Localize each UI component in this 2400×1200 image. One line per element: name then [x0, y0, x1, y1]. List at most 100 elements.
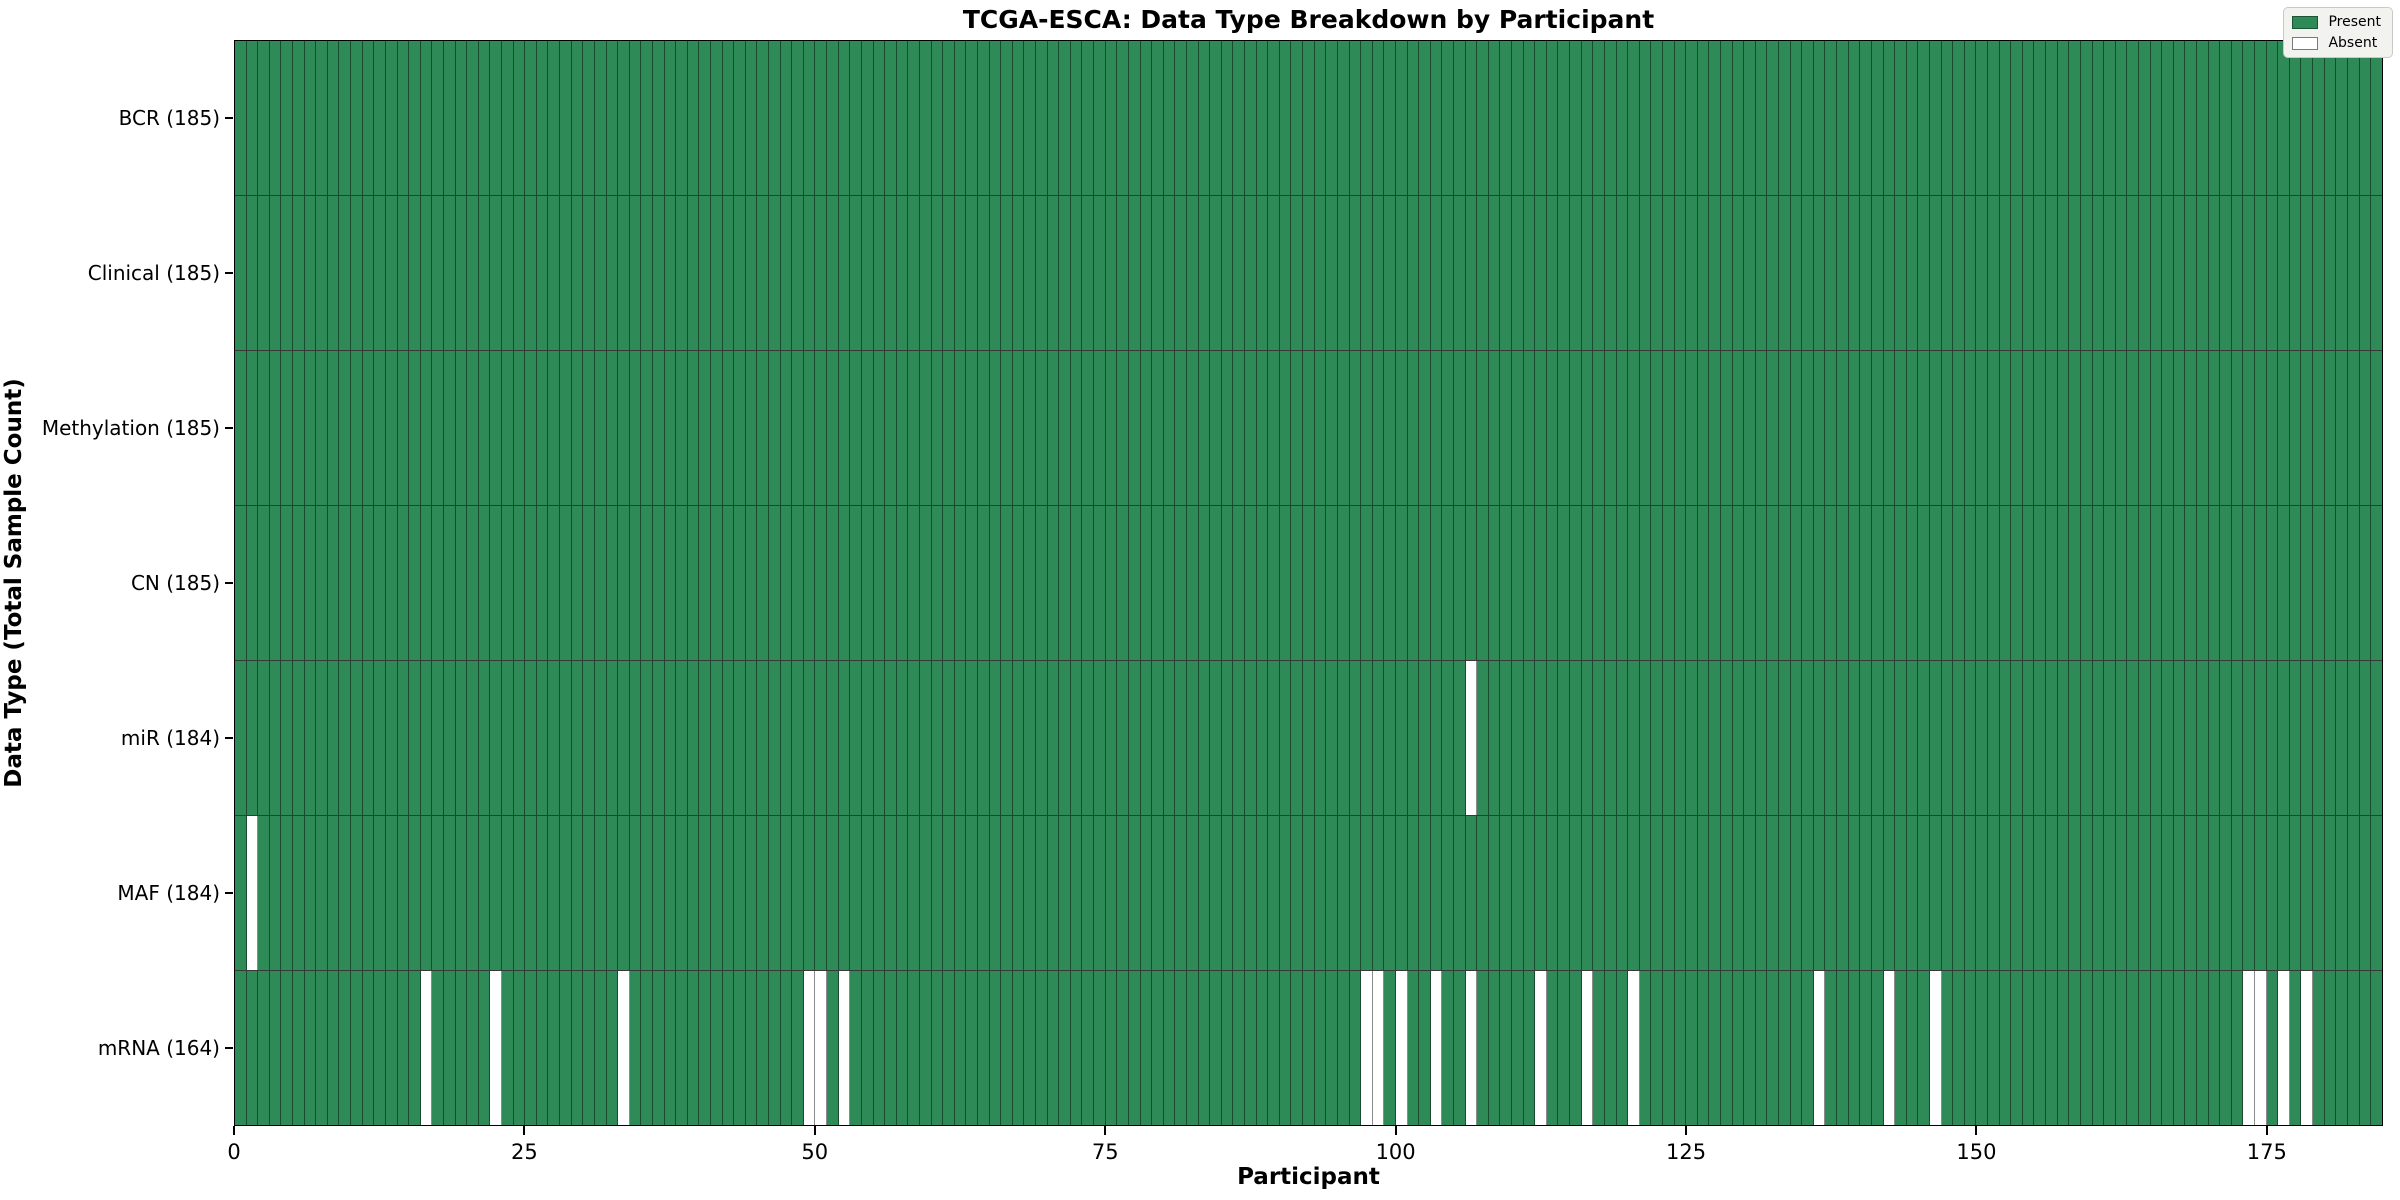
heatmap-cell — [502, 41, 514, 195]
heatmap-cell — [664, 351, 677, 505]
heatmap-cell — [409, 41, 421, 195]
heatmap-cell — [1581, 661, 1594, 815]
heatmap-cell — [1175, 971, 1187, 1125]
heatmap-cell — [467, 971, 479, 1125]
heatmap-cell — [258, 196, 270, 350]
heatmap-cell — [2092, 351, 2105, 505]
heatmap-cell — [1082, 971, 1095, 1125]
heatmap-cell — [931, 971, 944, 1125]
heatmap-cell — [1674, 661, 1687, 815]
heatmap-cell — [583, 41, 595, 195]
heatmap-cell — [1279, 351, 1292, 505]
heatmap-cell — [2069, 971, 2081, 1125]
heatmap-cell — [978, 816, 990, 970]
heatmap-cell — [304, 196, 317, 350]
heatmap-cell — [2127, 196, 2139, 350]
heatmap-cell — [722, 971, 735, 1125]
heatmap-cell — [235, 196, 247, 350]
heatmap-cell — [490, 971, 503, 1125]
heatmap-cell — [2162, 816, 2174, 970]
heatmap-cell — [1233, 506, 1246, 660]
heatmap-cell — [1117, 41, 1129, 195]
heatmap-cell — [409, 196, 421, 350]
heatmap-cell — [1268, 816, 1280, 970]
heatmap-cell — [2046, 41, 2058, 195]
heatmap-cell — [1976, 351, 1989, 505]
heatmap-cell — [1001, 41, 1013, 195]
heatmap-cell — [1094, 661, 1106, 815]
heatmap-cell — [2289, 41, 2302, 195]
legend: Present Absent — [2283, 7, 2393, 58]
heatmap-cell — [1210, 196, 1222, 350]
heatmap-cell — [1721, 196, 1733, 350]
heatmap-cell — [1152, 41, 1164, 195]
heatmap-cell — [1964, 41, 1977, 195]
heatmap-cell — [1488, 196, 1501, 350]
heatmap-cell — [1848, 971, 1861, 1125]
heatmap-cell — [885, 196, 897, 350]
heatmap-cell — [1128, 661, 1141, 815]
heatmap-cell — [513, 971, 526, 1125]
heatmap-cell — [2336, 41, 2348, 195]
heatmap-cell — [304, 506, 317, 660]
heatmap-cell — [1500, 196, 1513, 350]
heatmap-cell — [1755, 351, 1768, 505]
heatmap-cell — [2324, 196, 2337, 350]
heatmap-cell — [2150, 506, 2163, 660]
heatmap-cell — [2336, 196, 2348, 350]
heatmap-cell — [1604, 351, 1617, 505]
heatmap-plot-area — [234, 40, 2383, 1126]
heatmap-cell — [652, 351, 665, 505]
heatmap-cell — [803, 661, 816, 815]
heatmap-cell — [1407, 41, 1420, 195]
heatmap-cell — [246, 506, 259, 660]
heatmap-row-Methylation — [235, 351, 2382, 506]
heatmap-cell — [699, 351, 711, 505]
heatmap-cell — [896, 661, 909, 815]
heatmap-cell — [1047, 506, 1060, 660]
heatmap-cell — [293, 661, 305, 815]
heatmap-cell — [1767, 661, 1780, 815]
heatmap-cell — [1024, 506, 1037, 660]
heatmap-cell — [1210, 41, 1222, 195]
heatmap-cell — [1117, 661, 1129, 815]
heatmap-cell — [2220, 351, 2232, 505]
heatmap-cell — [1639, 971, 1652, 1125]
heatmap-cell — [1291, 971, 1304, 1125]
heatmap-cell — [2127, 41, 2139, 195]
x-tick-label-125: 125 — [1665, 1140, 1707, 1164]
heatmap-cell — [850, 816, 862, 970]
heatmap-cell — [676, 816, 688, 970]
heatmap-cell — [850, 196, 862, 350]
heatmap-cell — [1523, 506, 1536, 660]
heatmap-cell — [710, 506, 723, 660]
heatmap-cell — [351, 971, 363, 1125]
heatmap-cell — [548, 506, 561, 660]
heatmap-cell — [1512, 661, 1524, 815]
heatmap-cell — [2359, 816, 2372, 970]
heatmap-cell — [641, 506, 653, 660]
heatmap-cell — [629, 506, 642, 660]
heatmap-cell — [1628, 351, 1640, 505]
heatmap-cell — [2220, 506, 2232, 660]
heatmap-cell — [2347, 816, 2360, 970]
heatmap-cell — [1186, 971, 1199, 1125]
heatmap-cell — [2022, 816, 2035, 970]
heatmap-cell — [1279, 196, 1292, 350]
heatmap-cell — [1163, 971, 1176, 1125]
heatmap-cell — [896, 971, 909, 1125]
heatmap-cell — [1767, 816, 1780, 970]
heatmap-cell — [1546, 506, 1559, 660]
heatmap-cell — [362, 196, 375, 350]
heatmap-cell — [2231, 41, 2244, 195]
heatmap-cell — [1047, 41, 1060, 195]
heatmap-cell — [339, 196, 352, 350]
heatmap-cell — [2266, 196, 2279, 350]
heatmap-cell — [769, 971, 781, 1125]
heatmap-cell — [1477, 506, 1489, 660]
heatmap-cell — [652, 506, 665, 660]
heatmap-cell — [1767, 196, 1780, 350]
heatmap-cell — [339, 41, 352, 195]
heatmap-cell — [1779, 971, 1791, 1125]
